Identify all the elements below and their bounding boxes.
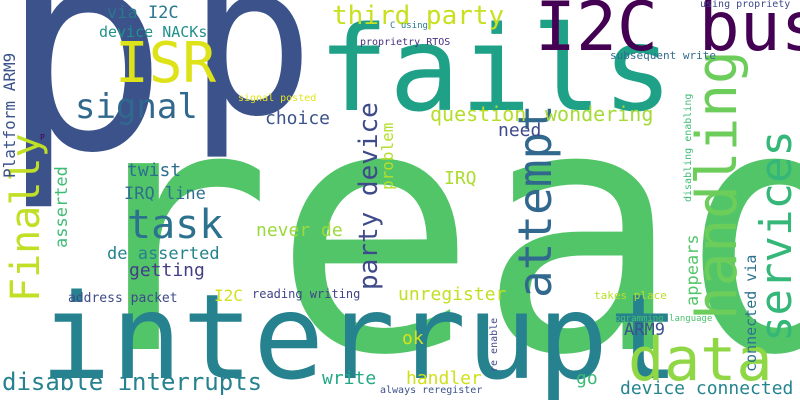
word-read: read <box>68 34 800 400</box>
word-data: data <box>628 325 773 395</box>
word-programming-language: Programming language <box>604 314 713 324</box>
word-i2c: I2C <box>214 286 243 305</box>
word-irq-line: IRQ line <box>124 184 206 204</box>
word-proprietry-rtos: proprietry RTOS <box>360 37 451 48</box>
word-signal: signal <box>75 87 198 127</box>
word-via-i2c: via I2C <box>107 3 179 23</box>
word-getting: getting <box>129 260 205 281</box>
word-ok: ok <box>402 328 424 349</box>
word-c-using: C using <box>390 21 428 31</box>
word-p-large: p <box>0 0 169 215</box>
word-services: services <box>751 130 800 342</box>
word-go: go <box>576 368 598 389</box>
word-connected-via: connected via <box>742 254 760 372</box>
word-platform-arm9: Platform ARM9 <box>0 52 19 178</box>
word-appears: appears <box>683 234 703 306</box>
word-reading-writing: reading writing <box>252 287 361 301</box>
word-isr: ISR <box>115 31 217 96</box>
word-signal-posted: signal posted <box>238 93 317 104</box>
word-fails: fails <box>318 0 674 138</box>
word-re-enable: re enable <box>489 317 500 372</box>
word-never-de: never de <box>256 220 343 241</box>
word-device-connected: device connected <box>620 378 794 399</box>
word-task: task <box>127 202 224 248</box>
word-irq: IRQ <box>444 168 477 189</box>
word-problem: problem <box>378 122 397 190</box>
word-arm9: ARM9 <box>624 320 665 340</box>
word-always-reregister: always reregister <box>380 385 483 396</box>
word-twist: twist <box>127 160 182 181</box>
word-wondering: wondering <box>545 102 654 126</box>
word-device-nacks: device NACKs <box>99 23 208 41</box>
word-p-second: p <box>188 0 315 163</box>
word-handler: handler <box>406 368 482 389</box>
word-asserted: asserted <box>52 166 72 248</box>
word-write: write <box>322 368 377 389</box>
word-subsequent-write: subsequent write <box>610 49 716 62</box>
word-p-tiny: P <box>40 133 45 142</box>
word-question: question <box>430 102 527 126</box>
word-interrupt: interrupt <box>40 268 680 400</box>
word-disabling-enabling: disabling enabling <box>683 93 694 202</box>
word-takes-place: takes place <box>594 289 667 302</box>
word-de-asserted: de asserted <box>107 244 220 264</box>
word-choice: choice <box>265 108 331 129</box>
word-third-party: third party <box>332 1 505 31</box>
word-need: need <box>498 120 542 141</box>
word-unregister: unregister <box>398 284 507 305</box>
word-using-propriety: using propriety <box>700 0 791 10</box>
word-address-packet: address packet <box>68 291 178 306</box>
word-i2c-bus: I2C bus <box>535 0 800 67</box>
word-disable-interrupts: disable interrupts <box>2 368 263 396</box>
